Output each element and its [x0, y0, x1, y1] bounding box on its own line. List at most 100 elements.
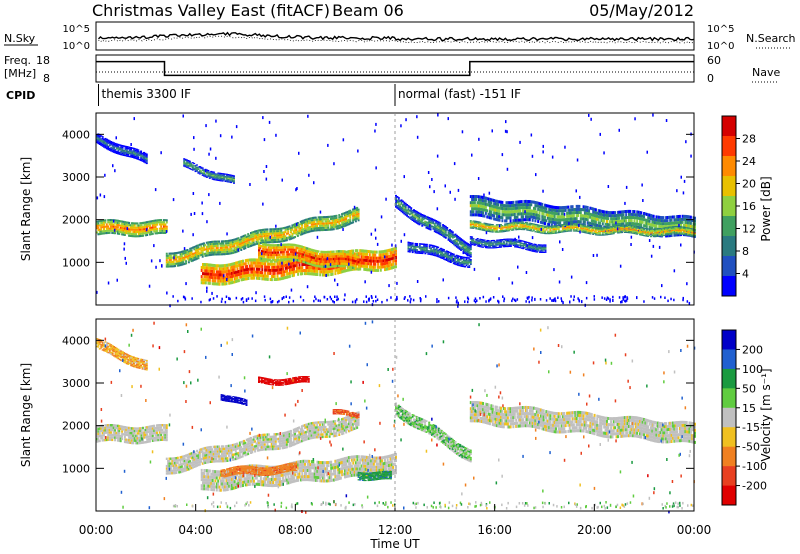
- heatmap-cell: [413, 216, 415, 219]
- heatmap-cell: [626, 231, 629, 234]
- heatmap-cell: [469, 201, 472, 205]
- heatmap-cell: [221, 264, 224, 268]
- heatmap-cell: [586, 225, 589, 227]
- heatmap-cell: [457, 261, 459, 263]
- heatmap-cell: [265, 232, 268, 235]
- heatmap-cell: [242, 271, 244, 275]
- heatmap-cell: [390, 251, 393, 255]
- heatmap-cell: [123, 225, 126, 228]
- heatmap-cell: [278, 253, 281, 256]
- heatmap-cell: [163, 219, 165, 222]
- heatmap-cell: [277, 253, 280, 257]
- heatmap-cell: [533, 206, 535, 210]
- heatmap-cell: [459, 265, 462, 267]
- heatmap-cell: [261, 235, 263, 238]
- heatmap-cell: [531, 209, 534, 213]
- heatmap-cell: [115, 221, 118, 224]
- heatmap-cell: [206, 266, 209, 270]
- heatmap-cell: [493, 205, 496, 209]
- heatmap-cell: [261, 274, 264, 278]
- heatmap-cell: [563, 218, 566, 222]
- heatmap-cell: [680, 220, 683, 224]
- heatmap-cell: [436, 231, 439, 234]
- heatmap-cell: [644, 234, 647, 236]
- heatmap-cell: [237, 239, 240, 242]
- heatmap-cell: [114, 221, 117, 224]
- heatmap-cell: [254, 258, 257, 262]
- heatmap-cell: [389, 263, 392, 267]
- heatmap-cell: [346, 223, 349, 226]
- heatmap-cell: [332, 262, 335, 265]
- heatmap-cell: [457, 246, 460, 249]
- heatmap-cell: [377, 265, 380, 269]
- heatmap-cell: [334, 219, 337, 222]
- heatmap-cell: [273, 253, 276, 257]
- heatmap-cell: [567, 230, 570, 232]
- heatmap-cell: [494, 225, 497, 227]
- heatmap-cell: [453, 241, 456, 244]
- heatmap-cell: [203, 272, 206, 276]
- heatmap-cell: [293, 258, 296, 261]
- heatmap-cell: [277, 248, 280, 252]
- heatmap-cell: [197, 254, 200, 257]
- heatmap-cell: [349, 222, 352, 225]
- heatmap-cell: [522, 228, 524, 231]
- heatmap-cell: [107, 229, 110, 232]
- heatmap-cell: [465, 249, 468, 252]
- heatmap-cell: [637, 229, 640, 232]
- heatmap-cell: [325, 265, 328, 268]
- heatmap-cell: [449, 255, 452, 257]
- heatmap-cell: [374, 250, 377, 254]
- heatmap-cell: [251, 261, 254, 265]
- heatmap-cell: [225, 248, 228, 251]
- heatmap-cell: [581, 225, 584, 227]
- heatmap-cell: [221, 267, 224, 271]
- heatmap-cell: [446, 227, 449, 229]
- heatmap-cell: [291, 224, 294, 227]
- heatmap-cell: [274, 246, 277, 249]
- heatmap-cell: [629, 228, 632, 230]
- heatmap-cell: [194, 256, 197, 259]
- heatmap-cell: [544, 226, 546, 228]
- heatmap-cell: [229, 241, 232, 244]
- heatmap-cell: [327, 218, 330, 221]
- heatmap-cell: [450, 235, 453, 238]
- heatmap-cell: [215, 249, 218, 252]
- heatmap-cell: [641, 229, 644, 232]
- heatmap-cell: [424, 222, 427, 225]
- heatmap-cell: [681, 220, 684, 224]
- heatmap-cell: [566, 224, 569, 226]
- heatmap-cell: [435, 250, 438, 253]
- heatmap-cell: [478, 213, 480, 217]
- heatmap-cell: [347, 255, 350, 259]
- heatmap-cell: [313, 218, 316, 221]
- heatmap-cell: [253, 267, 255, 271]
- heatmap-cell: [151, 220, 154, 223]
- heatmap-cell: [313, 225, 316, 228]
- heatmap-cell: [334, 266, 337, 269]
- heatmap-cell: [96, 225, 98, 228]
- heatmap-cell: [224, 267, 227, 271]
- heatmap-cell: [270, 262, 273, 266]
- heatmap-cell: [516, 218, 519, 222]
- heatmap-cell: [196, 247, 199, 250]
- heatmap-cell: [516, 225, 519, 227]
- heatmap-cell: [242, 262, 244, 266]
- heatmap-cell: [250, 238, 252, 241]
- heatmap-cell: [667, 225, 670, 229]
- heatmap-cell: [637, 232, 640, 234]
- heatmap-cell: [288, 253, 291, 256]
- heatmap-cell: [592, 233, 595, 235]
- heatmap-cell: [343, 252, 346, 256]
- heatmap-cell: [636, 232, 639, 234]
- heatmap-cell: [628, 216, 630, 219]
- heatmap-cell: [484, 211, 487, 215]
- heatmap-cell: [273, 256, 276, 259]
- heatmap-cell: [158, 227, 161, 230]
- heatmap-cell: [662, 219, 665, 223]
- heatmap-cell: [259, 242, 262, 245]
- heatmap-cell: [307, 222, 310, 225]
- heatmap-cell: [588, 229, 591, 231]
- heatmap-cell: [600, 219, 603, 222]
- heatmap-cell: [469, 226, 472, 228]
